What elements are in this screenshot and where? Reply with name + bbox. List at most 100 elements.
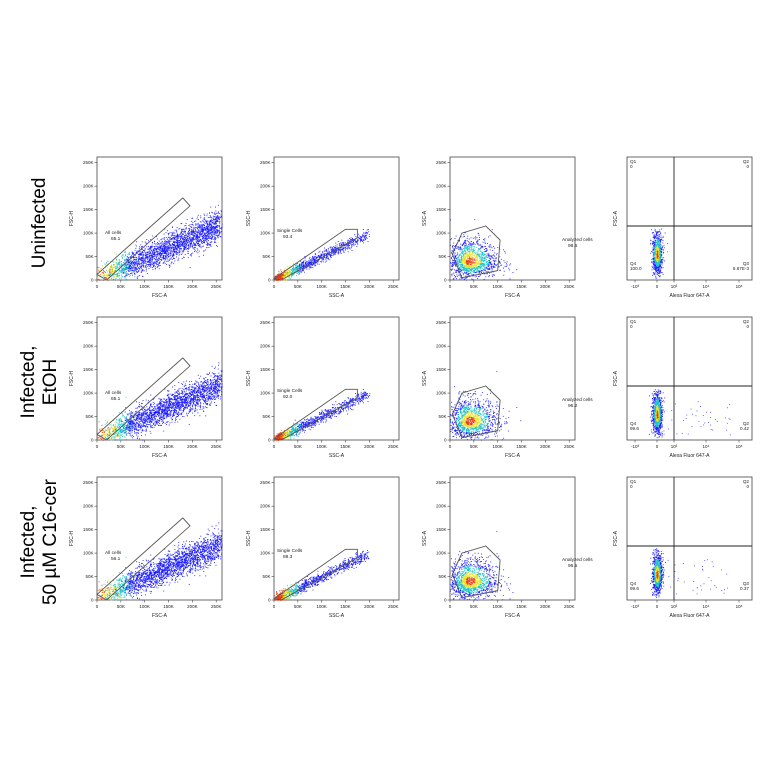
event-dot <box>462 264 463 265</box>
event-dot <box>220 217 221 218</box>
event-dot <box>129 276 130 277</box>
event-dot <box>320 261 321 262</box>
event-dot <box>175 237 176 238</box>
event-dot <box>184 247 185 248</box>
event-dot <box>163 263 164 264</box>
event-dot <box>282 277 283 278</box>
event-dot <box>196 245 197 246</box>
event-dot <box>115 279 116 280</box>
event-dot <box>487 263 488 264</box>
event-dot <box>192 239 193 240</box>
event-dot <box>500 263 501 264</box>
event-dot <box>197 240 198 241</box>
event-dot <box>163 246 164 247</box>
event-dot <box>139 259 140 260</box>
event-dot <box>187 242 188 243</box>
event-dot <box>165 257 166 258</box>
event-dot <box>167 241 168 242</box>
event-dot <box>335 254 336 255</box>
event-dot <box>154 253 155 254</box>
event-dot <box>186 227 187 228</box>
event-dot <box>213 219 214 220</box>
event-dot <box>468 266 469 267</box>
event-dot <box>118 270 119 271</box>
event-dot <box>184 244 185 245</box>
event-dot <box>215 216 216 217</box>
event-dot <box>512 272 513 273</box>
event-dot <box>132 252 133 253</box>
event-dot <box>481 268 482 269</box>
event-dot <box>494 255 495 256</box>
event-dot <box>141 272 142 273</box>
event-dot <box>190 245 191 246</box>
event-dot <box>111 278 112 279</box>
event-dot <box>452 265 453 266</box>
event-dot <box>188 249 189 250</box>
event-dot <box>462 252 463 253</box>
event-dot <box>164 249 165 250</box>
event-dot <box>214 220 215 221</box>
event-dot <box>504 251 505 252</box>
event-dot <box>142 271 143 272</box>
event-dot <box>492 276 493 277</box>
event-dot <box>481 260 482 261</box>
event-dot <box>488 237 489 238</box>
event-dot <box>340 249 341 250</box>
event-dot <box>184 237 185 238</box>
event-dot <box>347 242 348 243</box>
event-dot <box>468 242 469 243</box>
event-dot <box>153 256 154 257</box>
event-dot <box>169 247 170 248</box>
event-dot <box>163 250 164 251</box>
event-dot <box>102 272 103 273</box>
event-dot <box>285 273 286 274</box>
event-dot <box>463 252 464 253</box>
event-dot <box>477 278 478 279</box>
event-dot <box>291 269 292 270</box>
event-dot <box>311 267 312 268</box>
event-dot <box>492 257 493 258</box>
event-dot <box>175 251 176 252</box>
event-dot <box>333 250 334 251</box>
event-dot <box>182 233 183 234</box>
event-dot <box>328 252 329 253</box>
event-dot <box>302 264 303 265</box>
event-dot <box>107 261 108 262</box>
event-dot <box>113 265 114 266</box>
event-dot <box>478 264 479 265</box>
event-dot <box>195 231 196 232</box>
event-dot <box>320 255 321 256</box>
event-dot <box>183 250 184 251</box>
event-dot <box>173 248 174 249</box>
event-dot <box>157 244 158 245</box>
event-dot <box>183 246 184 247</box>
event-dot <box>148 249 149 250</box>
event-dot <box>463 263 464 264</box>
x-tick-label: 200K <box>540 284 551 289</box>
event-dot <box>326 257 327 258</box>
event-dot <box>211 212 212 213</box>
event-dot <box>192 244 193 245</box>
event-dot <box>169 243 170 244</box>
event-dot <box>489 267 490 268</box>
event-dot <box>183 250 184 251</box>
event-dot <box>152 261 153 262</box>
event-dot <box>289 278 290 279</box>
event-dot <box>455 276 456 277</box>
event-dot <box>122 269 123 270</box>
event-dot <box>489 256 490 257</box>
event-dot <box>466 260 467 261</box>
event-dot <box>488 276 489 277</box>
event-dot <box>142 257 143 258</box>
event-dot <box>150 259 151 260</box>
event-dot <box>180 236 181 237</box>
event-dot <box>197 233 198 234</box>
event-dot <box>174 241 175 242</box>
event-dot <box>216 227 217 228</box>
event-dot <box>136 262 137 263</box>
event-dot <box>135 270 136 271</box>
event-dot <box>137 269 138 270</box>
event-dot <box>113 262 114 263</box>
event-dot <box>451 250 452 251</box>
event-dot <box>135 262 136 263</box>
